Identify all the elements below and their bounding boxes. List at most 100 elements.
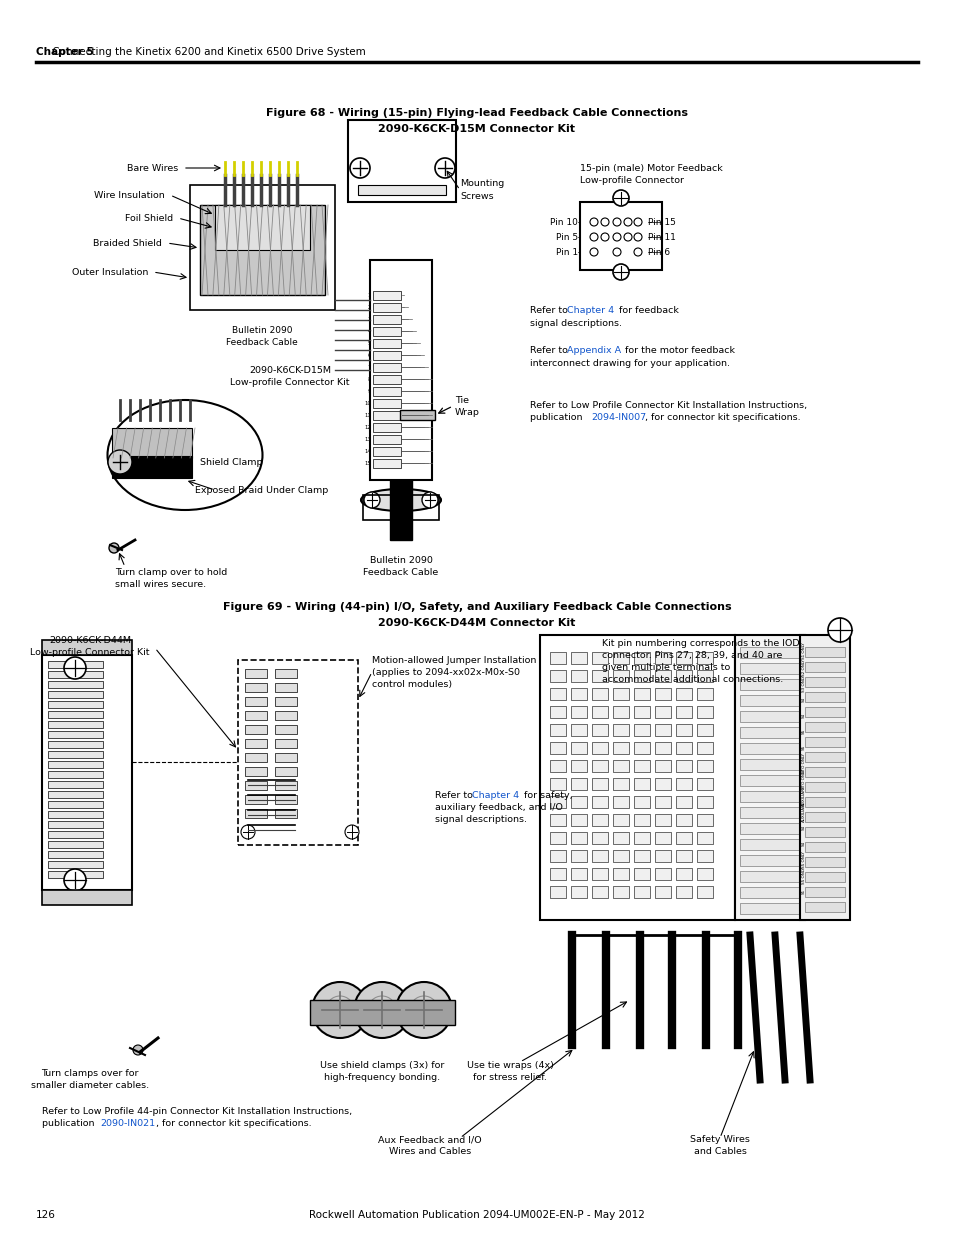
Bar [48, 771, 103, 778]
Bar [740, 855, 800, 866]
Bar [613, 797, 628, 808]
Bar [697, 671, 712, 682]
Bar [274, 669, 296, 678]
Bar [676, 814, 691, 826]
Bar [373, 315, 400, 324]
Bar [697, 760, 712, 772]
Bar [373, 459, 400, 468]
Bar [245, 711, 267, 720]
Bar [634, 671, 649, 682]
Bar [804, 887, 844, 897]
Bar [676, 724, 691, 736]
Bar [48, 871, 103, 878]
Circle shape [354, 982, 410, 1037]
Bar [390, 480, 412, 540]
Text: for the motor feedback: for the motor feedback [621, 346, 734, 354]
Bar [375, 264, 428, 284]
Circle shape [634, 219, 641, 226]
Bar [550, 885, 565, 898]
Bar [613, 868, 628, 881]
Circle shape [350, 158, 370, 178]
Text: Wrap: Wrap [455, 408, 479, 416]
Ellipse shape [360, 489, 440, 511]
Bar [613, 814, 628, 826]
Text: signal descriptions.: signal descriptions. [530, 319, 621, 327]
Text: Foil Shield: Foil Shield [125, 214, 172, 222]
Circle shape [634, 248, 641, 256]
Bar [373, 424, 400, 432]
Bar [399, 410, 435, 420]
Bar [571, 832, 586, 844]
Bar [571, 706, 586, 718]
Text: Rockwell Automation Publication 2094-UM002E-EN-P - May 2012: Rockwell Automation Publication 2094-UM0… [309, 1210, 644, 1220]
Bar [592, 742, 607, 755]
Bar [613, 742, 628, 755]
Bar [48, 841, 103, 848]
Bar [48, 811, 103, 818]
Bar [634, 814, 649, 826]
Text: AUXILIARY: AUXILIARY [801, 784, 805, 805]
Bar [740, 679, 800, 690]
Text: Aux Feedback and I/O: Aux Feedback and I/O [377, 1135, 481, 1145]
Text: Bare Wires: Bare Wires [127, 163, 178, 173]
Bar [676, 778, 691, 790]
Bar [571, 760, 586, 772]
Bar [363, 495, 438, 520]
Bar [740, 776, 800, 785]
Bar [245, 767, 267, 776]
Bar [613, 724, 628, 736]
Bar [804, 797, 844, 806]
Bar [655, 760, 670, 772]
Circle shape [64, 657, 86, 679]
Bar [676, 885, 691, 898]
Circle shape [241, 825, 254, 839]
Text: Use tie wraps (4x): Use tie wraps (4x) [466, 1061, 553, 1070]
Bar [676, 671, 691, 682]
Bar [634, 885, 649, 898]
Bar [804, 647, 844, 657]
Circle shape [623, 219, 631, 226]
Bar [697, 832, 712, 844]
Bar [274, 781, 296, 790]
Bar [592, 814, 607, 826]
Bar [48, 851, 103, 858]
Bar [274, 739, 296, 748]
Text: for stress relief.: for stress relief. [473, 1072, 546, 1082]
Bar [373, 327, 400, 336]
Bar [740, 727, 800, 739]
Bar [245, 753, 267, 762]
Bar [592, 652, 607, 664]
Bar [634, 724, 649, 736]
Bar [373, 363, 400, 372]
Text: Pin 10: Pin 10 [550, 217, 578, 226]
Bar [592, 778, 607, 790]
Bar [804, 902, 844, 911]
Bar [571, 671, 586, 682]
Bar [676, 652, 691, 664]
Text: S1: S1 [801, 888, 805, 894]
Bar [214, 205, 310, 249]
Bar [112, 456, 192, 478]
Bar [571, 885, 586, 898]
Bar [48, 861, 103, 868]
Circle shape [64, 869, 86, 890]
Text: S5: S5 [801, 745, 805, 750]
Bar [613, 706, 628, 718]
Bar [655, 832, 670, 844]
Bar [190, 185, 335, 310]
Circle shape [827, 618, 851, 642]
Text: Refer to: Refer to [530, 346, 570, 354]
Bar [592, 832, 607, 844]
Bar [676, 706, 691, 718]
Bar [579, 203, 661, 270]
Text: for safety,: for safety, [520, 792, 572, 800]
Circle shape [589, 248, 598, 256]
Bar [48, 781, 103, 788]
Bar [245, 683, 267, 692]
Bar [48, 692, 103, 698]
Bar [348, 120, 456, 203]
Text: S4: S4 [801, 841, 805, 846]
Bar [634, 652, 649, 664]
Bar [740, 695, 800, 706]
Bar [697, 778, 712, 790]
